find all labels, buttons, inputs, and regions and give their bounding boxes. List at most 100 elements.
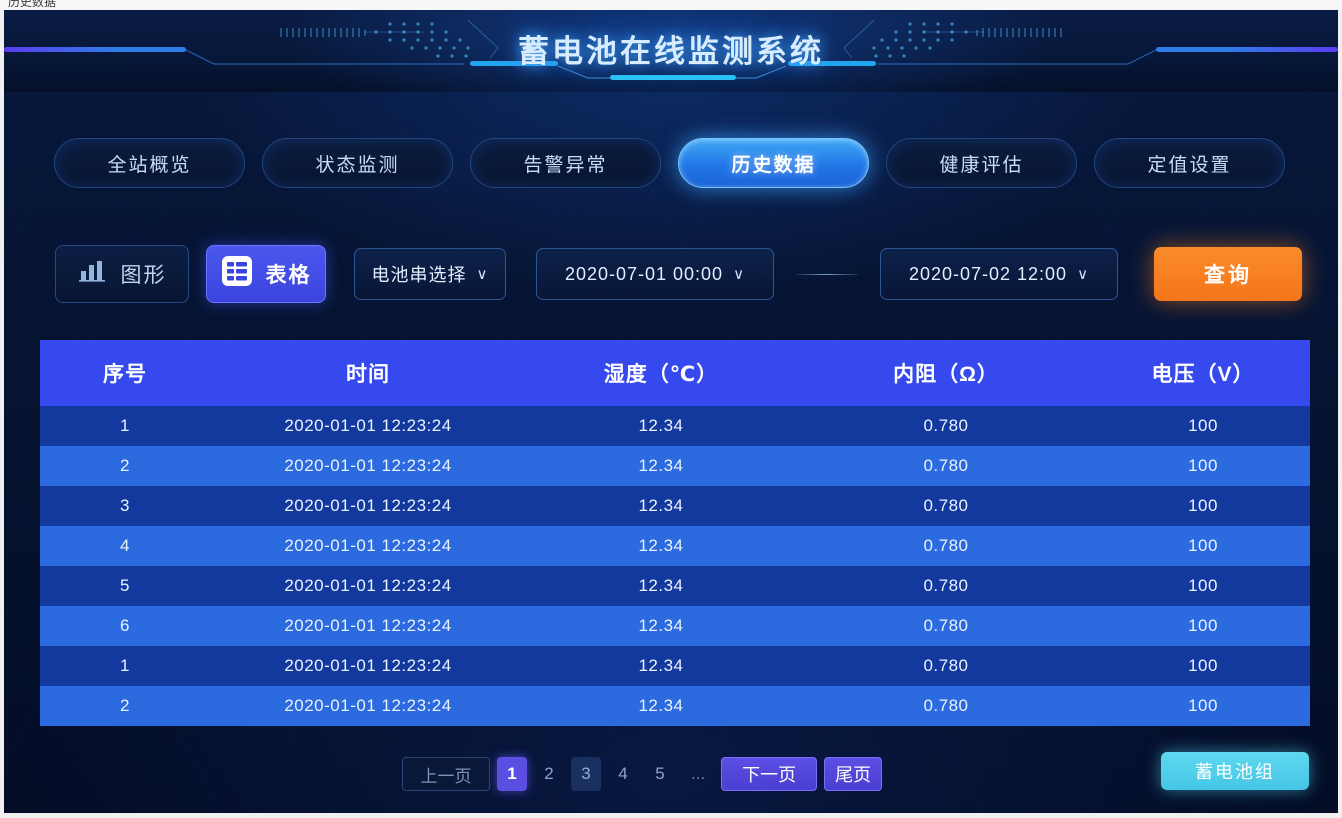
header-decoration-lines [4,31,1338,80]
column-header-voltage[interactable]: 电压（V） [1096,340,1310,406]
pagination-page-3[interactable]: 3 [571,757,601,791]
chevron-down-icon: ∨ [1077,266,1090,283]
cell-resistance: 0.780 [796,526,1096,566]
cell-humidity: 12.34 [526,646,796,686]
table-body: 1 2020-01-01 12:23:24 12.34 0.780 100 2 2020-0… [40,406,1310,726]
cell-resistance: 0.780 [796,606,1096,646]
cell-resistance: 0.780 [796,646,1096,686]
cell-humidity: 12.34 [526,686,796,726]
cell-time: 2020-01-01 12:23:24 [210,526,526,566]
cell-resistance: 0.780 [796,566,1096,606]
table-grid-icon [221,255,253,293]
view-toggle-table[interactable]: 表格 [206,245,326,303]
pagination-page-1[interactable]: 1 [497,757,527,791]
pagination-page-4[interactable]: 4 [618,764,628,783]
pagination-page-2[interactable]: 2 [544,764,554,783]
cell-voltage: 100 [1096,566,1310,606]
tab-overview[interactable]: 全站概览 [54,138,245,188]
start-datetime-picker[interactable]: 2020-07-01 00:00 ∨ [536,248,774,300]
pagination-last-button[interactable]: 尾页 [824,757,883,791]
column-header-resistance[interactable]: 内阻（Ω） [796,340,1096,406]
browser-chrome-sliver: 历史数据 [0,0,1342,10]
app-header: 蓄电池在线监测系统 [4,10,1338,92]
column-header-index[interactable]: 序号 [40,340,210,406]
header-dot-pattern-left [272,18,502,64]
view-toggle-chart-label: 图形 [120,264,167,287]
cell-index: 5 [40,566,210,606]
table-row[interactable]: 2 2020-01-01 12:23:24 12.34 0.780 100 [40,686,1310,726]
table-header-row: 序号 时间 湿度（℃） 内阻（Ω） 电压（V） [40,340,1310,406]
history-data-table: 序号 时间 湿度（℃） 内阻（Ω） 电压（V） 1 2020-01-01 12:2… [40,340,1310,726]
end-datetime-value: 2020-07-02 12:00 [908,263,1068,284]
cell-time: 2020-01-01 12:23:24 [210,606,526,646]
cell-humidity: 12.34 [526,486,796,526]
battery-group-button[interactable]: 蓄电池组 [1161,752,1309,790]
cell-index: 2 [40,686,210,726]
table-row[interactable]: 3 2020-01-01 12:23:24 12.34 0.780 100 [40,486,1310,526]
query-button[interactable]: 查询 [1154,247,1302,301]
query-toolbar: 图形 表格 电池串选择 ∨ 2020-07-01 00:00 [55,245,1302,303]
cell-voltage: 100 [1096,526,1310,566]
cell-humidity: 12.34 [526,526,796,566]
cell-voltage: 100 [1096,486,1310,526]
cell-voltage: 100 [1096,606,1310,646]
tab-alarm-abnormal[interactable]: 告警异常 [470,138,661,188]
battery-string-select[interactable]: 电池串选择 ∨ [354,248,506,300]
tab-status-monitor[interactable]: 状态监测 [262,138,453,188]
cell-time: 2020-01-01 12:23:24 [210,486,526,526]
browser-tab-title: 历史数据 [8,0,57,9]
cell-resistance: 0.780 [796,406,1096,446]
cell-index: 1 [40,406,210,446]
cell-index: 1 [40,646,210,686]
start-datetime-value: 2020-07-01 00:00 [564,263,724,284]
cell-index: 3 [40,486,210,526]
cell-time: 2020-01-01 12:23:24 [210,646,526,686]
cell-resistance: 0.780 [796,486,1096,526]
chevron-down-icon: ∨ [733,266,746,283]
table-row[interactable]: 5 2020-01-01 12:23:24 12.34 0.780 100 [40,566,1310,606]
cell-voltage: 100 [1096,646,1310,686]
pagination-prev-button[interactable]: 上一页 [402,757,490,791]
cell-humidity: 12.34 [526,406,796,446]
page-title: 蓄电池在线监测系统 [518,34,824,69]
main-navigation-tabs: 全站概览 状态监测 告警异常 历史数据 健康评估 定值设置 [54,138,1285,188]
tab-setpoint-settings[interactable]: 定值设置 [1094,138,1285,188]
cell-voltage: 100 [1096,406,1310,446]
cell-resistance: 0.780 [796,686,1096,726]
cell-index: 6 [40,606,210,646]
tab-history-data[interactable]: 历史数据 [678,138,869,188]
chevron-down-icon: ∨ [476,266,489,283]
pagination-ellipsis: ... [691,764,706,783]
table-row[interactable]: 1 2020-01-01 12:23:24 12.34 0.780 100 [40,646,1310,686]
table-row[interactable]: 1 2020-01-01 12:23:24 12.34 0.780 100 [40,406,1310,446]
cell-time: 2020-01-01 12:23:24 [210,686,526,726]
column-header-humidity[interactable]: 湿度（℃） [526,340,796,406]
cell-time: 2020-01-01 12:23:24 [210,566,526,606]
table-row[interactable]: 4 2020-01-01 12:23:24 12.34 0.780 100 [40,526,1310,566]
cell-index: 4 [40,526,210,566]
cell-humidity: 12.34 [526,446,796,486]
tab-health-assessment[interactable]: 健康评估 [886,138,1077,188]
application-window: 蓄电池在线监测系统 全站概览 状态监测 告警异常 历史数据 健康评估 定值设置 … [4,10,1338,813]
cell-time: 2020-01-01 12:23:24 [210,446,526,486]
end-datetime-picker[interactable]: 2020-07-02 12:00 ∨ [880,248,1118,300]
cell-humidity: 12.34 [526,566,796,606]
range-separator [796,273,858,275]
battery-string-select-label: 电池串选择 [371,265,467,285]
cell-time: 2020-01-01 12:23:24 [210,406,526,446]
pagination-page-5[interactable]: 5 [655,764,665,783]
pagination: 上一页 1 2 3 4 5 ... 下一页 尾页 [402,757,883,791]
cell-voltage: 100 [1096,686,1310,726]
bar-chart-icon [78,259,108,289]
cell-voltage: 100 [1096,446,1310,486]
table-row[interactable]: 2 2020-01-01 12:23:24 12.34 0.780 100 [40,446,1310,486]
header-dot-pattern-right [840,18,1070,64]
pagination-next-button[interactable]: 下一页 [721,757,818,791]
cell-resistance: 0.780 [796,446,1096,486]
table-row[interactable]: 6 2020-01-01 12:23:24 12.34 0.780 100 [40,606,1310,646]
view-toggle-chart[interactable]: 图形 [55,245,189,303]
cell-humidity: 12.34 [526,606,796,646]
column-header-time[interactable]: 时间 [210,340,526,406]
view-toggle-table-label: 表格 [265,264,312,287]
cell-index: 2 [40,446,210,486]
